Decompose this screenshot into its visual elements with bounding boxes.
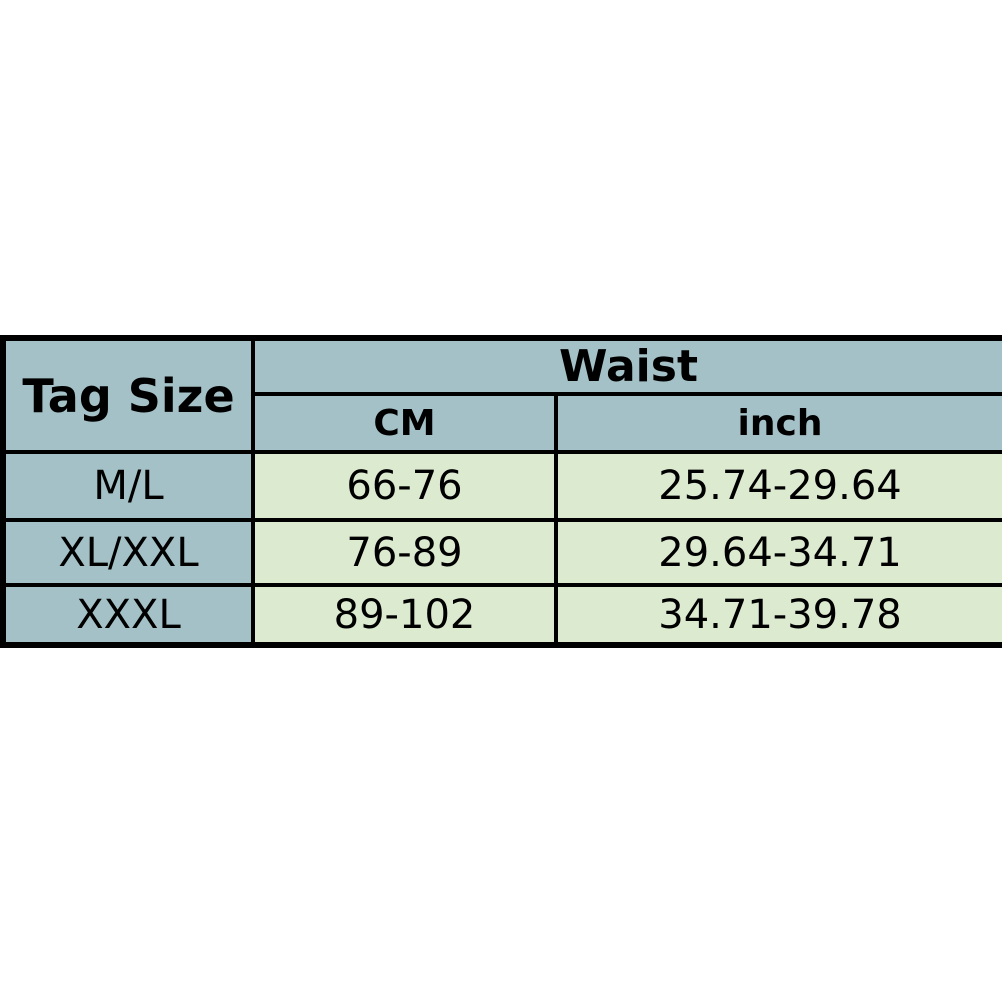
table-row: XXXL 89-102 34.71-39.78 [1, 583, 1002, 647]
table-row: M/L 66-76 25.74-29.64 [1, 450, 1002, 522]
sub-header-cm: CM [251, 392, 558, 454]
cell-size-ml: M/L [1, 450, 255, 522]
cell-inch-xlxxl: 29.64-34.71 [554, 518, 1002, 587]
cell-cm-ml: 66-76 [251, 450, 558, 522]
cell-size-xxxl: XXXL [1, 583, 255, 647]
cell-size-xlxxl: XL/XXL [1, 518, 255, 587]
cell-cm-xlxxl: 76-89 [251, 518, 558, 587]
cell-inch-xxxl: 34.71-39.78 [554, 583, 1002, 647]
size-chart-table: Tag Size Waist CM inch M/L 66-76 25.74-2… [0, 335, 1002, 648]
table-row-sub-header: CM inch [3, 392, 1002, 454]
group-header-waist: Waist [251, 336, 1002, 396]
corner-header-tag-size: Tag Size [1, 336, 255, 454]
cell-inch-ml: 25.74-29.64 [554, 450, 1002, 522]
sub-header-inch: inch [554, 392, 1002, 454]
cell-cm-xxxl: 89-102 [251, 583, 558, 647]
table-row: XL/XXL 76-89 29.64-34.71 [1, 518, 1002, 587]
table-row-group-header: Tag Size Waist [1, 336, 1002, 454]
